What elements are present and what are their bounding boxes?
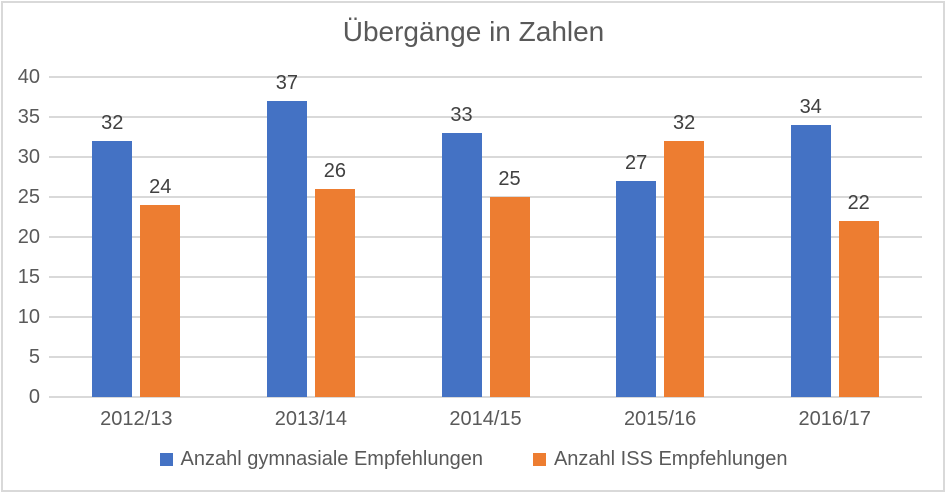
legend: Anzahl gymnasiale Empfehlungen Anzahl IS… — [0, 446, 947, 472]
legend-label-iss: Anzahl ISS Empfehlungen — [553, 447, 788, 470]
bar-iss-0 — [140, 205, 181, 397]
bar-iss-2 — [489, 197, 530, 397]
y-axis-tick-label: 25 — [17, 186, 40, 208]
chart-title: Übergänge in Zahlen — [342, 16, 605, 47]
y-axis-tick-label: 30 — [17, 146, 40, 168]
data-label-gymnasiale-1: 37 — [275, 72, 299, 94]
legend-label-gymnasiale: Anzahl gymnasiale Empfehlungen — [180, 447, 483, 470]
x-axis-line — [49, 396, 922, 398]
legend-item-gymnasiale: Anzahl gymnasiale Empfehlungen — [159, 447, 483, 471]
bar-gymnasiale-3 — [616, 181, 657, 397]
bar-gymnasiale-2 — [441, 133, 482, 397]
bar-iss-4 — [838, 221, 879, 397]
gridline — [49, 116, 922, 118]
legend-swatch-orange-icon — [532, 452, 546, 466]
x-axis-category-label: 2013/14 — [274, 408, 348, 430]
x-axis-category-label: 2012/13 — [100, 408, 173, 430]
data-label-gymnasiale-4: 34 — [799, 96, 822, 118]
gridline — [49, 196, 922, 198]
y-axis-tick-label: 20 — [17, 226, 40, 248]
bar-gymnasiale-4 — [790, 125, 831, 397]
data-label-iss-1: 26 — [323, 160, 347, 182]
gridline — [49, 236, 922, 238]
x-axis-category-label: 2015/16 — [623, 408, 697, 430]
y-axis-tick-label: 15 — [17, 266, 40, 288]
x-axis-category-label: 2014/15 — [449, 408, 522, 430]
y-axis-tick-label: 0 — [28, 386, 40, 408]
y-axis-tick-label: 40 — [17, 66, 40, 88]
data-label-gymnasiale-0: 32 — [101, 112, 124, 134]
y-axis-tick-label: 35 — [17, 106, 40, 128]
data-label-iss-2: 25 — [498, 168, 521, 190]
legend-item-iss: Anzahl ISS Empfehlungen — [532, 447, 788, 471]
data-label-iss-4: 22 — [847, 192, 870, 214]
bar-iss-1 — [314, 189, 355, 397]
data-label-iss-3: 32 — [672, 112, 696, 134]
y-axis-tick-label: 10 — [17, 306, 40, 328]
gridline — [49, 76, 922, 78]
gridline — [49, 156, 922, 158]
legend-swatch-blue-icon — [159, 452, 173, 466]
gridline — [49, 276, 922, 278]
y-axis-tick-label: 5 — [28, 346, 40, 368]
gridline — [49, 356, 922, 358]
x-axis-category-label: 2016/17 — [798, 408, 871, 430]
bar-gymnasiale-0 — [92, 141, 133, 397]
bar-iss-3 — [664, 141, 705, 397]
data-label-iss-0: 24 — [149, 176, 172, 198]
bar-gymnasiale-1 — [266, 101, 307, 397]
data-label-gymnasiale-3: 27 — [624, 152, 648, 174]
gridline — [49, 316, 922, 318]
data-label-gymnasiale-2: 33 — [450, 104, 473, 126]
